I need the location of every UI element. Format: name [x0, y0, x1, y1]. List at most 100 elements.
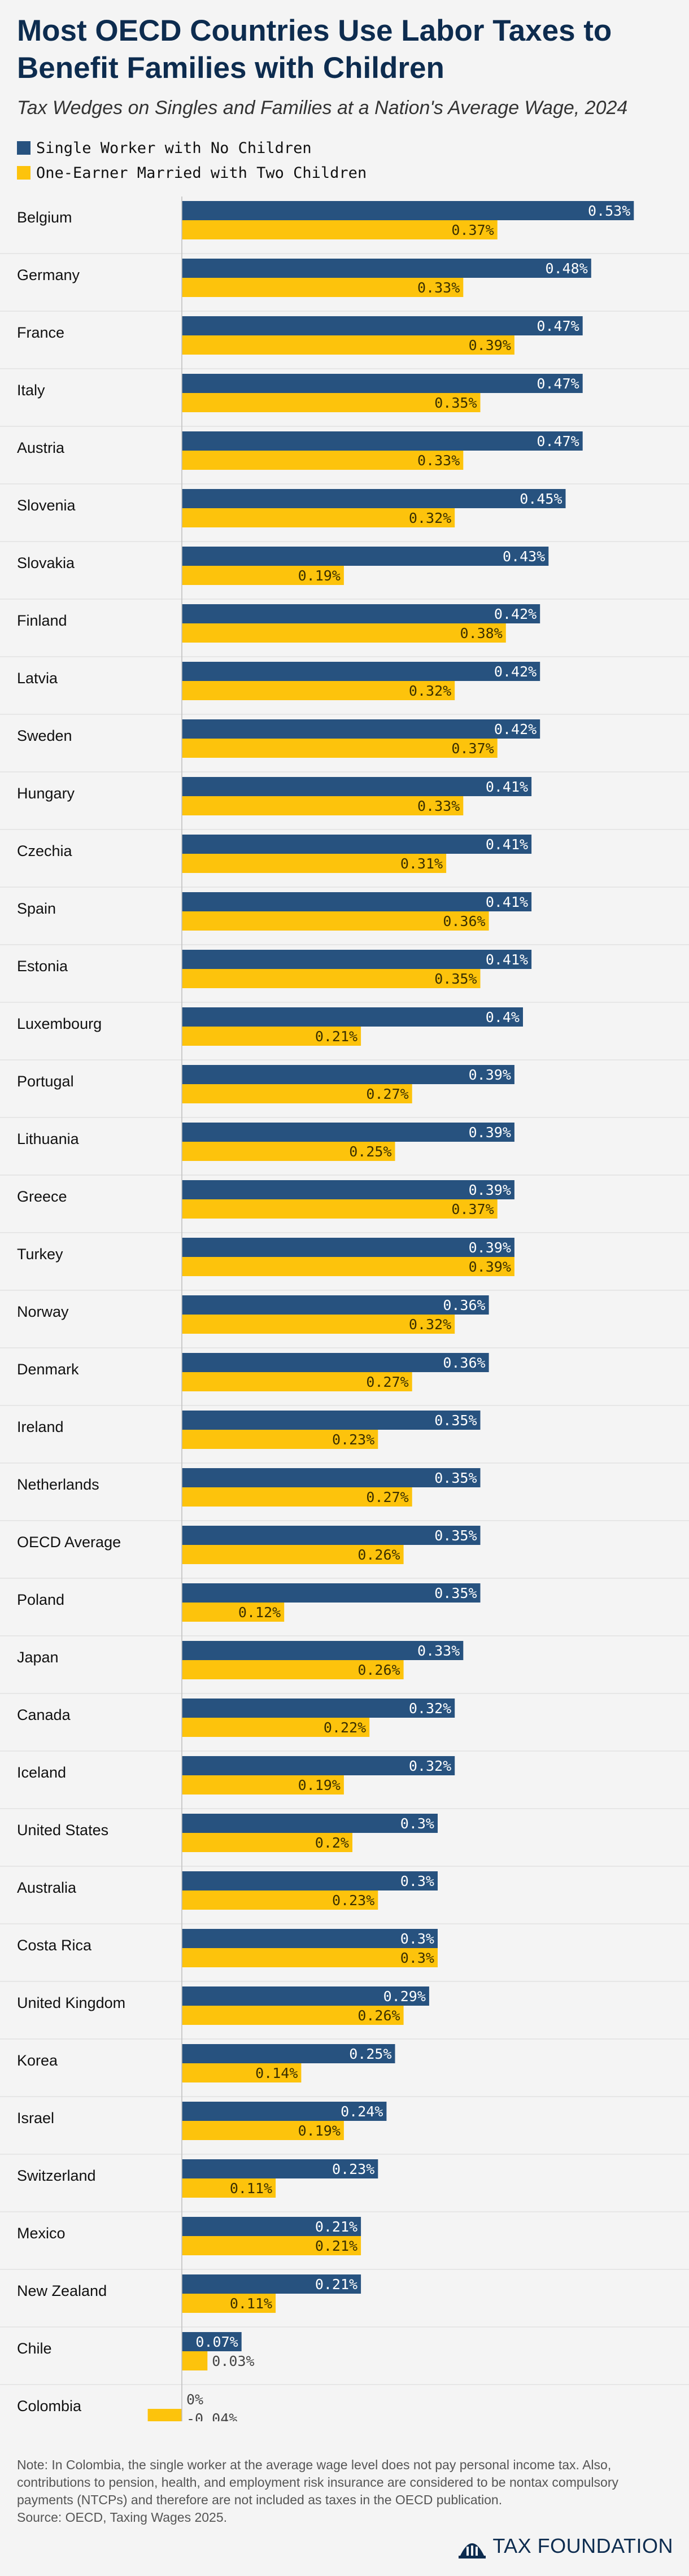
- category-label: Sweden: [17, 727, 72, 744]
- data-label-single: 0%: [186, 2391, 203, 2408]
- category-label: Greece: [17, 1188, 67, 1205]
- category-label: Mexico: [17, 2225, 66, 2242]
- bar-family: [182, 1430, 378, 1449]
- bar-single: [182, 2044, 395, 2063]
- data-label-single: 0.21%: [315, 2276, 357, 2293]
- data-label-family: 0.39%: [469, 337, 511, 353]
- data-label-family: 0.38%: [460, 625, 503, 641]
- data-label-family: 0.19%: [298, 567, 341, 584]
- data-label-family: 0.32%: [409, 683, 451, 699]
- data-label-family: 0.21%: [315, 2238, 357, 2254]
- data-label-single: 0.21%: [315, 2219, 357, 2235]
- category-label: Norway: [17, 1303, 69, 1320]
- bar-single: [182, 2217, 361, 2236]
- footnote: Note: In Colombia, the single worker at …: [17, 2456, 638, 2526]
- bar-single: [182, 950, 532, 969]
- data-label-family: 0.22%: [324, 1719, 366, 1736]
- data-label-single: 0.4%: [486, 1009, 520, 1025]
- data-label-family: 0.11%: [230, 2295, 272, 2312]
- bar-single: [182, 316, 583, 335]
- bar-family: [182, 508, 455, 527]
- bar-family: [182, 1084, 412, 1103]
- category-label: United Kingdom: [17, 1994, 125, 2011]
- note-text: Note: In Colombia, the single worker at …: [17, 2457, 618, 2507]
- bar-single: [182, 835, 532, 854]
- data-label-single: 0.35%: [434, 1527, 477, 1544]
- category-label: Latvia: [17, 670, 58, 687]
- bar-single: [182, 1353, 489, 1372]
- bar-single: [182, 1123, 514, 1142]
- category-label: Slovenia: [17, 497, 76, 514]
- legend-item-family: One-Earner Married with Two Children: [17, 160, 367, 185]
- bar-family: [182, 911, 489, 931]
- bar-family: [182, 1142, 395, 1161]
- data-label-family: 0.33%: [417, 452, 460, 469]
- bar-chart: Belgium 0.53% 0.37% Germany 0.48% 0.33% France…: [0, 197, 689, 2421]
- data-label-single: 0.35%: [434, 1412, 477, 1429]
- data-label-single: 0.36%: [443, 1297, 485, 1313]
- data-label-single: 0.35%: [434, 1470, 477, 1486]
- bar-single: [182, 1814, 438, 1833]
- category-label: Germany: [17, 267, 80, 283]
- data-label-single: 0.07%: [195, 2334, 238, 2350]
- data-label-single: 0.39%: [469, 1124, 511, 1141]
- data-label-single: 0.47%: [537, 433, 579, 449]
- bar-family: [182, 739, 498, 758]
- bar-family: [182, 2236, 361, 2255]
- bar-single: [182, 2159, 378, 2178]
- data-label-single: 0.3%: [400, 1931, 434, 1947]
- bar-family: [182, 220, 498, 239]
- bar-single: [182, 1641, 464, 1660]
- legend: Single Worker with No Children One-Earne…: [17, 136, 367, 185]
- category-label: Luxembourg: [17, 1015, 102, 1032]
- bar-single: [182, 662, 540, 681]
- category-label: Australia: [17, 1879, 77, 1896]
- category-label: Slovakia: [17, 555, 75, 571]
- category-label: Iceland: [17, 1764, 66, 1781]
- bar-family: [182, 1833, 352, 1852]
- data-label-single: 0.39%: [469, 1067, 511, 1083]
- data-label-family: 0.12%: [238, 1604, 281, 1621]
- source-text: Source: OECD, Taxing Wages 2025.: [17, 2510, 228, 2525]
- bar-family: [182, 1603, 285, 1622]
- bar-single: [182, 2332, 242, 2351]
- data-label-family: 0.23%: [332, 1892, 374, 1909]
- data-label-family: 0.35%: [434, 395, 477, 411]
- bar-family: [182, 1487, 412, 1507]
- data-label-family: 0.2%: [315, 1835, 349, 1851]
- data-label-single: 0.47%: [537, 318, 579, 334]
- category-label: OECD Average: [17, 1534, 121, 1551]
- category-label: Belgium: [17, 209, 72, 226]
- bar-family: [182, 2063, 302, 2082]
- bar-single: [182, 2102, 387, 2121]
- bar-family: [182, 278, 464, 297]
- data-label-single: 0.3%: [400, 1815, 434, 1832]
- category-label: Netherlands: [17, 1476, 99, 1493]
- data-label-family: 0.21%: [315, 1028, 357, 1045]
- data-label-family: 0.39%: [469, 1259, 511, 1275]
- bar-single: [182, 1583, 481, 1603]
- data-label-family: 0.37%: [451, 1201, 494, 1217]
- bar-single: [182, 547, 549, 566]
- data-label-family: 0.26%: [357, 1547, 400, 1563]
- data-label-family: 0.33%: [417, 280, 460, 296]
- data-label-family: 0.31%: [400, 855, 443, 872]
- bar-single: [182, 2274, 361, 2294]
- data-label-family: 0.3%: [400, 1950, 434, 1966]
- page-subtitle: Tax Wedges on Singles and Families at a …: [17, 97, 628, 119]
- category-label: Canada: [17, 1706, 71, 1723]
- data-label-single: 0.48%: [546, 260, 588, 277]
- category-label: France: [17, 324, 64, 341]
- category-label: Finland: [17, 612, 67, 629]
- bar-family: [182, 393, 481, 412]
- bar-single: [182, 374, 583, 393]
- data-label-family: 0.26%: [357, 2007, 400, 2024]
- bar-family: [182, 566, 344, 585]
- bar-single: [182, 1699, 455, 1718]
- legend-label-family: One-Earner Married with Two Children: [36, 164, 367, 182]
- category-label: Italy: [17, 382, 45, 399]
- bar-single: [182, 892, 532, 911]
- bar-family: [182, 2006, 404, 2025]
- bar-single: [182, 1871, 438, 1890]
- data-label-family: 0.14%: [255, 2065, 298, 2081]
